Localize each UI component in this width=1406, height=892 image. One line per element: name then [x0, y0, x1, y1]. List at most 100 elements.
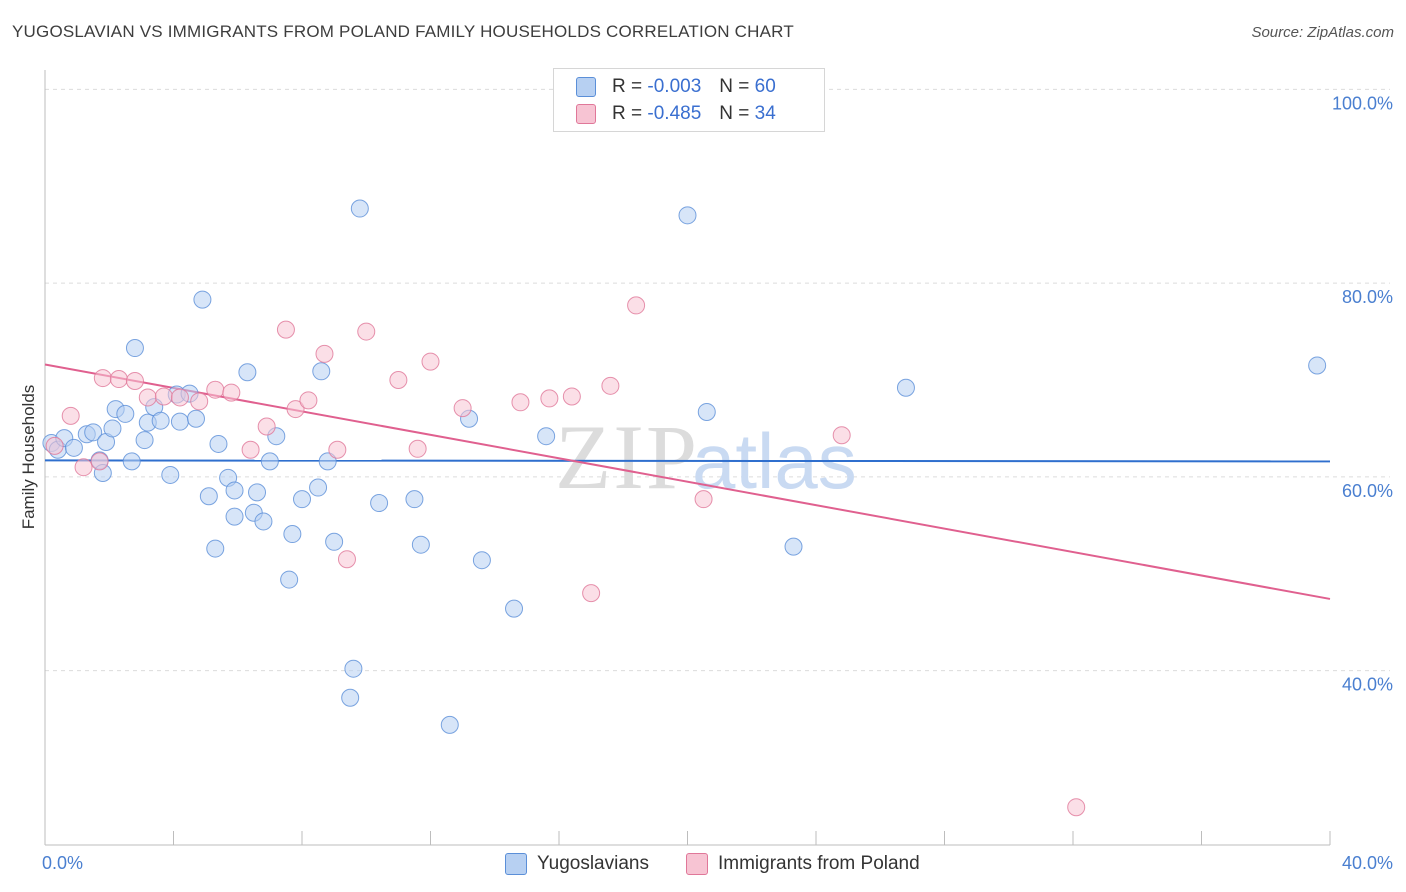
point-yugoslavians: [225, 507, 244, 526]
point-yugoslavians: [472, 551, 491, 570]
point-poland: [582, 584, 601, 603]
x-tick-label: 40.0%: [1342, 853, 1393, 873]
data-points: [42, 199, 1327, 817]
point-poland: [1067, 798, 1086, 817]
point-yugoslavians: [199, 487, 218, 506]
legend-r-value: -0.485: [647, 103, 702, 124]
point-poland: [832, 426, 851, 445]
point-yugoslavians: [411, 535, 430, 554]
point-yugoslavians: [248, 483, 267, 502]
grid-lines: [45, 88, 1390, 672]
point-yugoslavians: [440, 715, 459, 734]
bottom-legend-label: Immigrants from Poland: [718, 853, 920, 874]
point-poland: [601, 376, 620, 395]
point-yugoslavians: [225, 481, 244, 500]
point-yugoslavians: [344, 659, 363, 678]
x-tick-label: 0.0%: [42, 853, 83, 873]
trend-line-poland: [44, 363, 1331, 600]
point-yugoslavians: [1308, 356, 1327, 375]
point-poland: [74, 458, 93, 477]
legend-n-value: 34: [754, 103, 776, 124]
y-tick-label: 40.0%: [1342, 675, 1393, 695]
point-yugoslavians: [325, 532, 344, 551]
point-yugoslavians: [170, 412, 189, 431]
point-yugoslavians: [309, 478, 328, 497]
point-poland: [170, 388, 189, 407]
point-poland: [562, 387, 581, 406]
point-yugoslavians: [186, 409, 205, 428]
point-poland: [421, 352, 440, 371]
watermark-zip: ZIP: [555, 406, 699, 508]
point-yugoslavians: [161, 465, 180, 484]
source-label: Source: ZipAtlas.com: [1251, 24, 1394, 41]
point-yugoslavians: [209, 434, 228, 453]
point-poland: [453, 399, 472, 418]
point-yugoslavians: [312, 362, 331, 381]
point-yugoslavians: [350, 199, 369, 218]
point-poland: [357, 322, 376, 341]
point-yugoslavians: [280, 570, 299, 589]
point-yugoslavians: [784, 537, 803, 556]
bottom-legend-poland: Immigrants from Poland: [686, 851, 920, 877]
point-yugoslavians: [405, 490, 424, 509]
y-tick-label: 80.0%: [1342, 287, 1393, 307]
point-yugoslavians: [505, 599, 524, 618]
legend-swatch-pink: [576, 104, 596, 124]
point-yugoslavians: [537, 427, 556, 446]
point-yugoslavians: [116, 404, 135, 423]
point-poland: [206, 380, 225, 399]
point-yugoslavians: [135, 431, 154, 450]
legend-r-label: R =: [612, 76, 643, 97]
point-poland: [299, 391, 318, 410]
point-poland: [241, 440, 260, 459]
point-poland: [328, 440, 347, 459]
bottom-legend-swatch-blue: [505, 853, 527, 875]
point-poland: [154, 387, 173, 406]
bottom-legend-swatch-pink: [686, 853, 708, 875]
point-poland: [138, 388, 157, 407]
point-poland: [190, 392, 209, 411]
point-poland: [125, 371, 144, 390]
point-poland: [511, 393, 530, 412]
point-yugoslavians: [206, 539, 225, 558]
point-yugoslavians: [896, 378, 915, 397]
point-poland: [389, 371, 408, 389]
point-yugoslavians: [193, 290, 212, 309]
y-tick-label: 60.0%: [1342, 481, 1393, 501]
bottom-legend-label: Yugoslavians: [537, 853, 649, 874]
legend-row-yugoslavians: R = -0.003 N = 60: [576, 74, 776, 100]
point-poland: [286, 400, 305, 419]
point-poland: [109, 370, 128, 389]
y-axis-title: Family Households: [19, 385, 38, 530]
trend-lines: [44, 363, 1331, 600]
point-poland: [540, 389, 559, 408]
point-yugoslavians: [151, 411, 170, 430]
point-yugoslavians: [254, 512, 273, 531]
legend-n-label: N =: [719, 76, 750, 97]
legend-r-value: -0.003: [647, 76, 702, 97]
point-poland: [337, 550, 356, 569]
point-yugoslavians: [260, 452, 279, 471]
point-yugoslavians: [697, 402, 716, 421]
point-yugoslavians: [293, 490, 311, 509]
point-yugoslavians: [238, 363, 257, 382]
point-yugoslavians: [341, 688, 360, 707]
point-poland: [93, 369, 112, 388]
legend-row-poland: R = -0.485 N = 34: [576, 101, 776, 127]
point-yugoslavians: [678, 206, 697, 225]
point-poland: [222, 383, 241, 402]
chart-title: YUGOSLAVIAN VS IMMIGRANTS FROM POLAND FA…: [12, 22, 794, 41]
point-poland: [61, 406, 80, 425]
point-yugoslavians: [125, 339, 144, 358]
point-poland: [90, 452, 109, 471]
legend-n-label: N =: [719, 103, 750, 124]
tick-labels: 40.0% 60.0% 80.0% 100.0% 0.0% 40.0%: [42, 93, 1393, 873]
point-yugoslavians: [84, 423, 103, 442]
point-poland: [408, 439, 427, 458]
legend-r-label: R =: [612, 103, 643, 124]
point-poland: [694, 490, 713, 509]
point-yugoslavians: [103, 419, 122, 438]
point-yugoslavians: [283, 525, 302, 544]
y-tick-label: 100.0%: [1332, 93, 1393, 113]
